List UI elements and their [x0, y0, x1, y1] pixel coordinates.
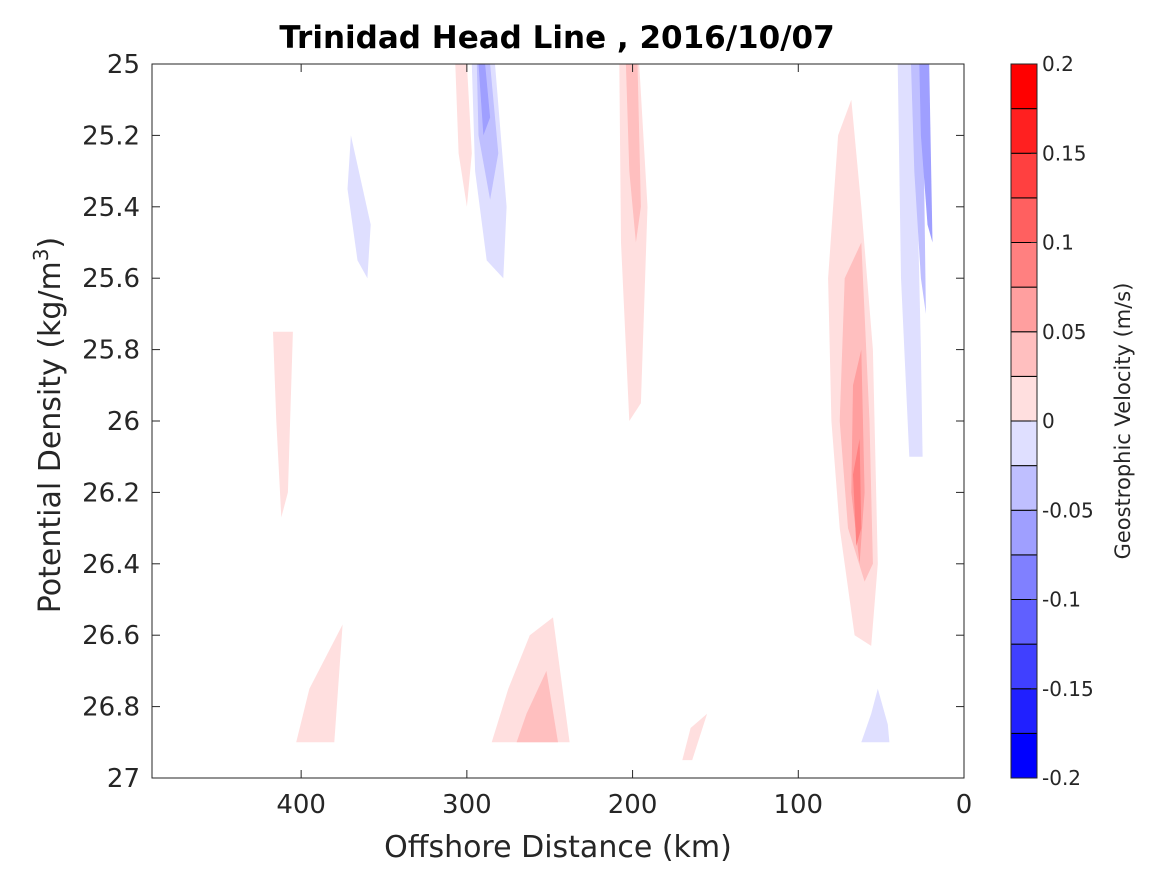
x-tick-label: 400: [276, 790, 326, 820]
colorbar-band: [1010, 331, 1038, 377]
contour-region-7: [669, 64, 699, 343]
colorbar-tick-label: -0.15: [1042, 677, 1094, 701]
colorbar-band: [1010, 554, 1038, 600]
colorbar-tick-label: 0.1: [1042, 231, 1074, 255]
x-tick-label: 300: [442, 790, 492, 820]
y-tick-label: 25.6: [82, 264, 140, 294]
colorbar-ticks: 0.2 0.15 0.1 0.05 0 -0.05 -0.1 -0.15 -0.2: [1031, 52, 1094, 790]
colorbar-tick-label: -0.2: [1042, 766, 1081, 790]
colorbar-band: [1010, 420, 1038, 467]
y-tick-label: 26.2: [82, 478, 140, 508]
contour-region-12: [806, 64, 837, 261]
y-axis-label-superscript: 3: [29, 248, 53, 261]
colorbar-band: [1010, 108, 1038, 154]
contour-region-27: [861, 688, 890, 743]
colorbar-band: [1010, 465, 1038, 511]
x-tick-label: 0: [956, 790, 973, 820]
y-tick-label: 26: [107, 407, 140, 437]
colorbar-tick-label: -0.05: [1042, 498, 1094, 522]
y-tick-label: 25: [107, 50, 140, 80]
contour-region-5: [478, 64, 491, 136]
x-tick-label: 100: [773, 790, 823, 820]
chart-title: Trinidad Head Line , 2016/10/07: [279, 20, 834, 56]
contour-plot-area: [271, 64, 933, 761]
y-tick-label: 26.4: [82, 550, 140, 580]
x-axis: 400 300 200 100 0: [276, 64, 972, 820]
colorbar-band: [1010, 63, 1038, 110]
contour-region-9: [619, 64, 648, 421]
y-axis-label-main: Potential Density (kg/m: [33, 261, 68, 613]
colorbar-label: Geostrophic Velocity (m/s): [1111, 283, 1135, 560]
contour-region-24: [682, 713, 708, 761]
contour-region-8: [455, 64, 472, 207]
contour-region-25: [642, 706, 658, 743]
y-tick-label: 26.8: [82, 693, 140, 723]
contour-region-23: [516, 670, 558, 743]
contour-region-0: [271, 64, 418, 468]
y-tick-label: 27: [107, 764, 140, 794]
y-axis: 25 25.2 25.4 25.6 25.8 26 26.2 26.4 26.6 26.8 27: [82, 50, 964, 794]
contour-region-17: [889, 64, 915, 618]
colorbar-band: [1010, 509, 1038, 556]
contour-region-21: [296, 624, 343, 743]
colorbar-band: [1010, 688, 1038, 734]
y-tick-label: 26.6: [82, 621, 140, 651]
y-tick-label: 25.8: [82, 336, 140, 366]
colorbar-band: [1010, 599, 1038, 645]
x-axis-label: Offshore Distance (km): [384, 830, 732, 865]
contour-region-11: [273, 331, 293, 518]
colorbar-band: [1010, 242, 1038, 288]
colorbar-band: [1010, 375, 1038, 422]
colorbar-band: [1010, 152, 1038, 199]
colorbar-band: [1010, 197, 1038, 243]
colorbar-band: [1010, 286, 1038, 333]
y-tick-label: 25.2: [82, 121, 140, 151]
contour-region-1: [347, 135, 371, 279]
x-tick-label: 200: [608, 790, 658, 820]
contour-region-10: [625, 64, 641, 243]
colorbar-band: [1010, 732, 1038, 779]
contour-region-20: [919, 64, 933, 243]
colorbar-tick-label: 0.15: [1042, 141, 1087, 165]
y-axis-label-close: ): [33, 237, 68, 249]
colorbar-band: [1010, 643, 1038, 690]
y-axis-label: Potential Density (kg/m3): [29, 237, 68, 613]
colorbar-tick-label: 0.05: [1042, 320, 1087, 344]
contour-region-26: [844, 642, 906, 743]
contour-region-6: [594, 64, 625, 332]
colorbar-tick-label: 0: [1042, 409, 1055, 433]
contour-region-16: [853, 438, 862, 546]
colorbar-tick-label: 0.2: [1042, 52, 1074, 76]
colorbar-tick-label: -0.1: [1042, 588, 1081, 612]
y-tick-label: 25.4: [82, 193, 140, 223]
